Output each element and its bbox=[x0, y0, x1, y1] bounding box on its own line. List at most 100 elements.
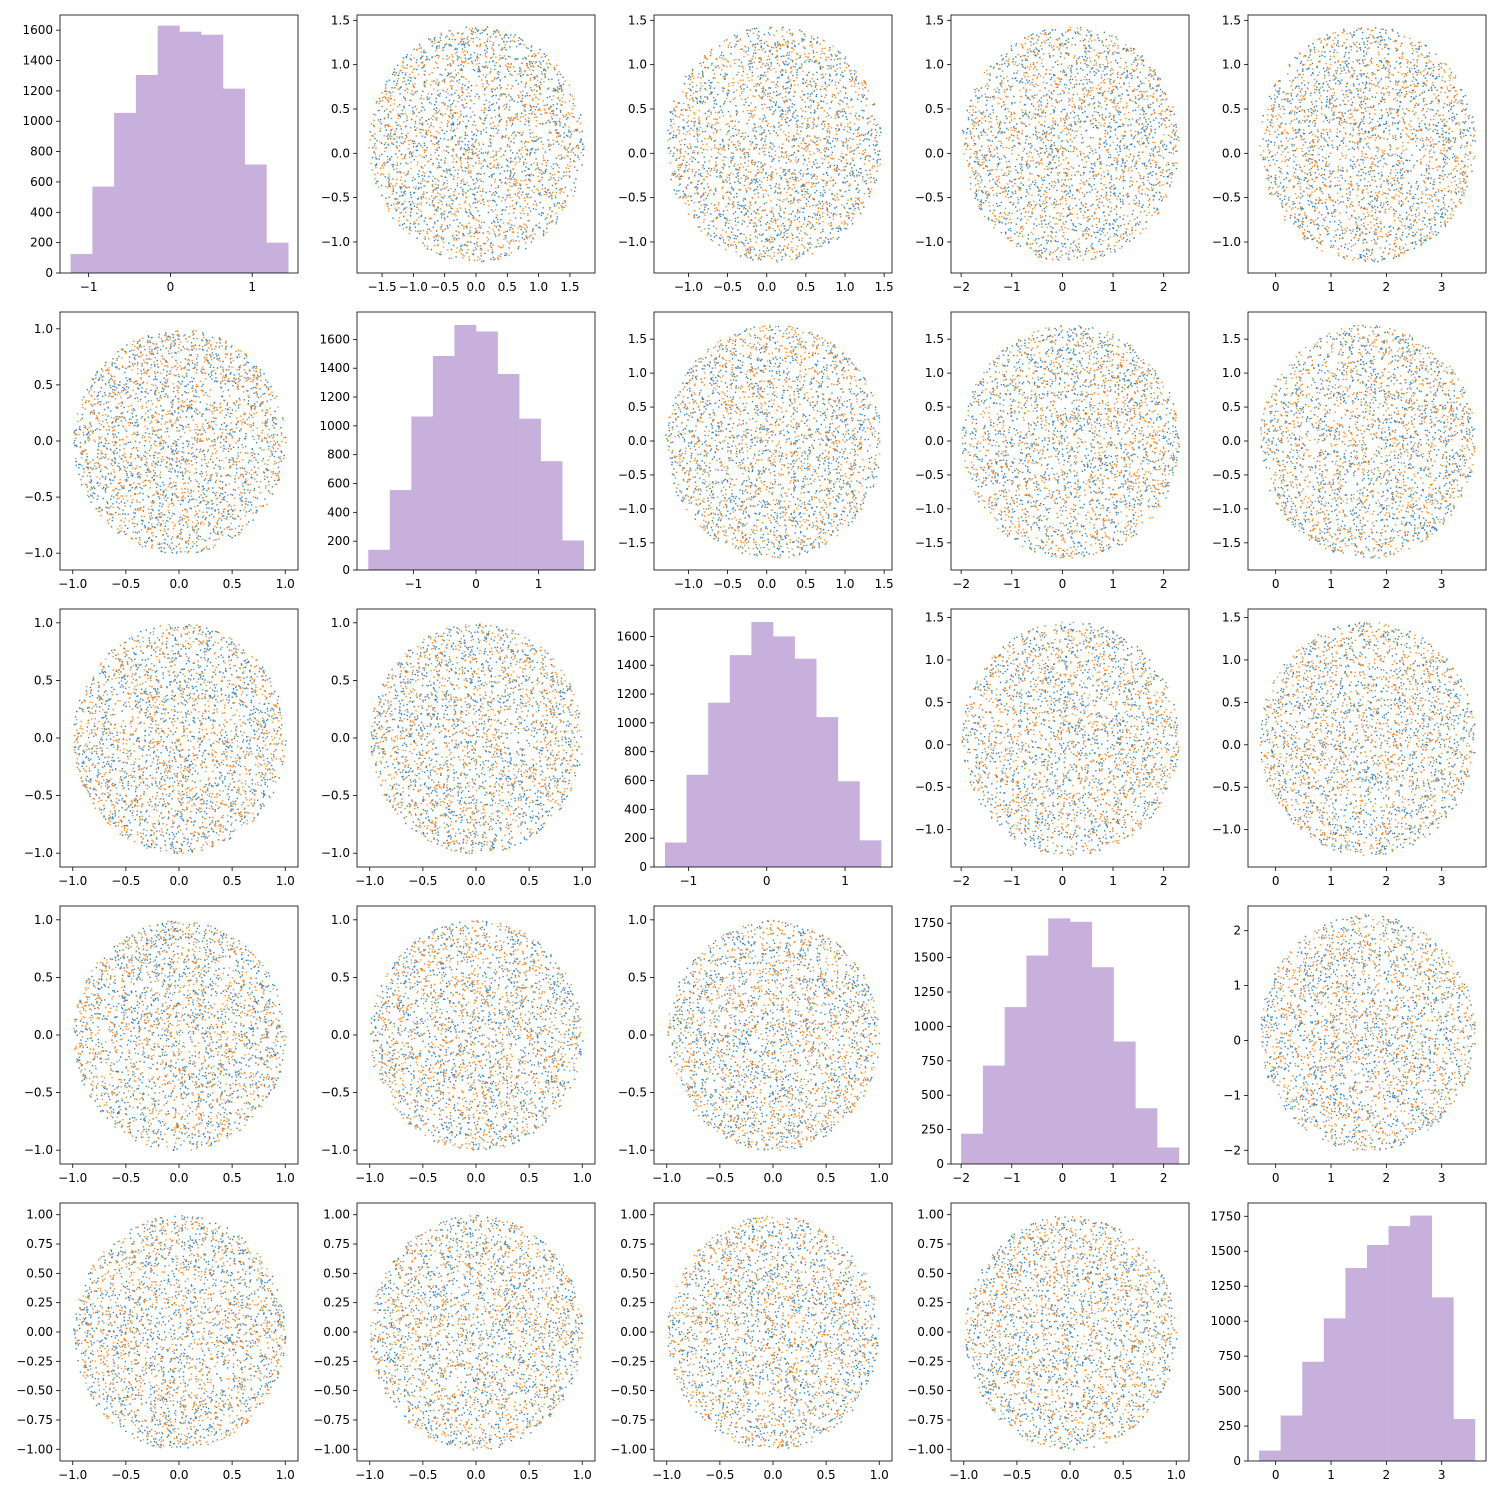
series-b-points bbox=[962, 26, 1180, 261]
series-b-points bbox=[73, 920, 287, 1151]
y-tick-label: 0.5 bbox=[331, 970, 350, 984]
y-tick-label: 600 bbox=[624, 774, 647, 788]
y-tick-label: −0.5 bbox=[1212, 780, 1241, 794]
y-tick-label: 0 bbox=[1233, 1454, 1241, 1468]
series-a-points bbox=[667, 26, 882, 262]
series-a-points bbox=[369, 26, 585, 263]
y-tick-label: −0.25 bbox=[610, 1354, 647, 1368]
hist-bar bbox=[157, 25, 180, 273]
scatter-points bbox=[370, 623, 583, 855]
y-tick-label: 200 bbox=[624, 831, 647, 845]
y-tick-label: 0.75 bbox=[323, 1237, 350, 1251]
x-tick-label: 0.5 bbox=[1114, 1468, 1133, 1482]
y-tick-label: 1.5 bbox=[628, 13, 647, 27]
hist-bar bbox=[135, 74, 158, 274]
x-tick-label: −0.5 bbox=[111, 1468, 140, 1482]
axes-frame bbox=[950, 905, 1190, 1165]
y-tick-label: 750 bbox=[1218, 1349, 1241, 1363]
y-tick-label: 400 bbox=[30, 205, 53, 219]
y-tick-label: 600 bbox=[327, 477, 350, 491]
x-tick-label: 1 bbox=[248, 280, 256, 294]
axes-frame bbox=[59, 1202, 299, 1462]
x-tick-label: 0 bbox=[1272, 1171, 1280, 1185]
hist-bar bbox=[114, 112, 137, 273]
y-tick-label: 750 bbox=[921, 1054, 944, 1068]
hist-bar bbox=[1113, 1041, 1136, 1164]
y-tick-label: −0.5 bbox=[915, 780, 944, 794]
x-tick-label: 0 bbox=[1059, 280, 1067, 294]
x-tick-label: 0.0 bbox=[763, 1171, 782, 1185]
y-tick-label: 800 bbox=[327, 448, 350, 462]
y-tick-label: 400 bbox=[327, 505, 350, 519]
series-b-points bbox=[961, 621, 1180, 855]
x-tick-label: 1.5 bbox=[560, 280, 579, 294]
axes-frame bbox=[356, 14, 596, 274]
x-tick-label: 1 bbox=[1327, 874, 1335, 888]
hist-bar bbox=[708, 702, 731, 867]
x-tick-label: −0.5 bbox=[705, 1468, 734, 1482]
series-a-points bbox=[73, 330, 287, 554]
x-tick-label: 3 bbox=[1438, 1468, 1446, 1482]
y-tick-label: 0.50 bbox=[26, 1266, 53, 1280]
y-tick-label: 0.75 bbox=[917, 1237, 944, 1251]
y-tick-label: 1400 bbox=[319, 361, 350, 375]
hist-bar bbox=[222, 88, 245, 273]
hist-bar bbox=[961, 1133, 984, 1164]
x-tick-label: 0 bbox=[472, 577, 480, 591]
y-tick-label: 0.5 bbox=[34, 673, 53, 687]
scatter-points bbox=[370, 920, 584, 1151]
y-tick-label: 0.00 bbox=[323, 1325, 350, 1339]
y-tick-label: 0 bbox=[342, 563, 350, 577]
y-tick-label: 1.0 bbox=[331, 616, 350, 630]
panel-r2-c3: −2 −1 0 1 2 −1.0 −0.5 0.0 0.5 1.0 1.5 bbox=[915, 608, 1190, 888]
x-tick-label: −1 bbox=[1003, 577, 1021, 591]
x-tick-label: −1.0 bbox=[652, 1171, 681, 1185]
series-b-points bbox=[368, 27, 585, 262]
axes-frame bbox=[356, 1202, 596, 1462]
axes-frame bbox=[1247, 608, 1487, 868]
x-tick-label: 0.5 bbox=[520, 1468, 539, 1482]
y-tick-label: 0.50 bbox=[620, 1266, 647, 1280]
x-tick-label: 3 bbox=[1438, 577, 1446, 591]
x-tick-label: −1.0 bbox=[652, 1468, 681, 1482]
x-tick-label: 1.0 bbox=[1167, 1468, 1186, 1482]
y-tick-label: 0.0 bbox=[34, 1028, 53, 1042]
hist-bar bbox=[859, 840, 882, 867]
y-tick-label: 1.0 bbox=[628, 58, 647, 72]
y-tick-label: −0.25 bbox=[907, 1354, 944, 1368]
x-tick-label: −1 bbox=[1003, 874, 1021, 888]
panel-r3-c3: −2 −1 0 1 2 0 250 500 750 1000 1250 1500 1750 bbox=[913, 905, 1190, 1185]
x-tick-label: 0.5 bbox=[223, 577, 242, 591]
y-tick-label: −1.00 bbox=[16, 1442, 53, 1456]
y-tick-label: 0.5 bbox=[331, 673, 350, 687]
y-tick-label: −1.0 bbox=[321, 235, 350, 249]
y-tick-label: 1.0 bbox=[1222, 58, 1241, 72]
hist-bar bbox=[179, 31, 202, 273]
x-tick-label: 0.0 bbox=[1060, 1468, 1079, 1482]
y-tick-label: −1.0 bbox=[915, 502, 944, 516]
hist-bar bbox=[751, 621, 774, 867]
y-tick-label: −1.0 bbox=[618, 1143, 647, 1157]
scatter-points bbox=[667, 26, 882, 263]
hist-bar bbox=[1026, 955, 1049, 1164]
y-tick-label: −1.0 bbox=[321, 846, 350, 860]
y-tick-label: 800 bbox=[624, 745, 647, 759]
series-a-points bbox=[965, 1216, 1178, 1451]
scatter-points bbox=[1259, 621, 1476, 856]
panel-r0-c1: −1.5 −1.0 −0.5 0.0 0.5 1.0 1.5−1.0−0.50.00.51.… bbox=[321, 13, 596, 294]
x-tick-label: 0.0 bbox=[169, 577, 188, 591]
x-tick-label: −0.5 bbox=[408, 1171, 437, 1185]
axes-frame bbox=[950, 608, 1190, 868]
scatter-points bbox=[1260, 914, 1476, 1151]
x-tick-label: −0.5 bbox=[430, 280, 459, 294]
y-tick-label: 1000 bbox=[1210, 1314, 1241, 1328]
x-tick-label: 2 bbox=[1383, 1468, 1391, 1482]
x-tick-label: 0.5 bbox=[796, 280, 815, 294]
hist-bar bbox=[389, 490, 412, 570]
y-tick-label: −0.5 bbox=[24, 789, 53, 803]
x-tick-label: 0.0 bbox=[466, 280, 485, 294]
y-tick-label: −0.50 bbox=[907, 1384, 944, 1398]
y-tick-label: 2 bbox=[1233, 924, 1241, 938]
axes-frame bbox=[356, 311, 596, 571]
x-tick-label: 0.0 bbox=[169, 874, 188, 888]
